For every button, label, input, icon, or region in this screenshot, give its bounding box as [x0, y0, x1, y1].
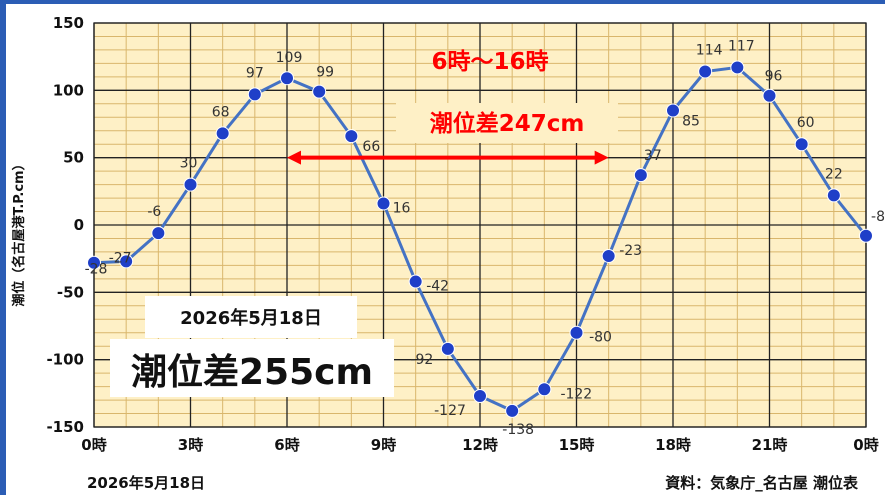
data-label: 66	[362, 139, 380, 155]
x-tick-label: 6時	[274, 436, 299, 454]
range-arrow-left-head	[287, 150, 301, 165]
data-point	[440, 341, 455, 356]
total-diff-box	[110, 339, 394, 397]
data-label: -28	[85, 262, 108, 278]
y-tick-label: 50	[63, 149, 84, 167]
data-label: -23	[619, 243, 642, 259]
x-tick-label: 3時	[178, 436, 203, 454]
x-tick-label: 0時	[853, 436, 878, 454]
data-point	[666, 103, 680, 118]
x-tick-label: 0時	[81, 436, 106, 454]
data-label: -127	[434, 403, 466, 419]
data-point	[537, 382, 552, 397]
data-point	[183, 177, 198, 192]
data-point	[215, 126, 230, 141]
footer-date: 2026年5月18日	[87, 474, 205, 492]
data-point	[826, 188, 841, 203]
data-label: -42	[426, 279, 449, 295]
data-label: 16	[393, 200, 411, 216]
range-diff-box	[396, 103, 618, 143]
data-point	[312, 84, 327, 99]
data-label: 109	[276, 50, 303, 66]
data-point	[151, 226, 166, 241]
data-point	[119, 254, 134, 269]
data-point	[376, 196, 391, 211]
data-label: -27	[109, 250, 132, 266]
data-point	[473, 389, 487, 404]
x-tick-label: 15時	[559, 436, 595, 454]
data-label: 60	[797, 115, 815, 131]
data-label: 114	[696, 42, 723, 58]
data-label: 117	[728, 38, 755, 54]
data-label: 37	[644, 148, 662, 164]
annotation-layer: 潮位（名古屋港T.P.cm） 6時〜16時 潮位差247cm 2026年5月18…	[11, 49, 859, 492]
source-credit: 資料：気象庁_名古屋 潮位表	[665, 474, 859, 492]
plot-border	[93, 22, 867, 428]
data-label: -80	[589, 330, 612, 346]
date-box	[145, 296, 357, 338]
data-label: 22	[825, 166, 843, 182]
data-label: 85	[682, 114, 700, 130]
data-point	[280, 71, 294, 86]
data-point	[794, 137, 809, 152]
data-label: -92	[410, 352, 433, 368]
range-arrow-right-head	[594, 150, 609, 165]
data-point	[247, 87, 262, 102]
y-tick-label: -100	[46, 351, 84, 369]
x-tick-label: 21時	[752, 436, 788, 454]
data-label: 68	[212, 104, 230, 120]
range-diff-text: 潮位差247cm	[430, 110, 585, 137]
data-point	[569, 325, 584, 340]
data-point	[859, 228, 873, 243]
x-tick-label: 12時	[462, 436, 498, 454]
y-axis-label: 潮位（名古屋港T.P.cm）	[11, 157, 27, 306]
date-box-text: 2026年5月18日	[180, 307, 322, 329]
data-label: -6	[147, 204, 161, 220]
y-tick-label: 150	[53, 14, 84, 32]
data-point	[408, 274, 423, 289]
data-label-layer: -28-27 -6 30 68 97 109 99 66 16 -42 -92 -127 -138 -12…	[85, 38, 885, 437]
data-point	[87, 255, 101, 270]
data-label: 30	[180, 156, 198, 172]
y-tick-label: 0	[74, 216, 84, 234]
data-label: 96	[765, 69, 783, 85]
data-point	[601, 248, 616, 263]
range-title: 6時〜16時	[431, 49, 548, 75]
data-point	[698, 64, 713, 79]
y-tick-label: -50	[57, 283, 84, 301]
data-point	[344, 129, 359, 144]
x-tick-label: 9時	[371, 436, 396, 454]
data-point	[633, 168, 648, 183]
data-label: 99	[316, 65, 334, 81]
data-label: -8	[871, 209, 885, 225]
data-point	[730, 60, 745, 75]
y-tick-label: -150	[46, 418, 84, 436]
y-tick-label: 100	[53, 81, 84, 99]
series-layer	[87, 60, 873, 418]
data-label: -122	[560, 386, 592, 402]
data-point	[762, 88, 777, 103]
data-point	[505, 403, 520, 418]
x-tick-label: 18時	[655, 436, 691, 454]
total-diff-text: 潮位差255cm	[131, 352, 373, 393]
data-label: -138	[502, 422, 534, 438]
data-label: 97	[246, 65, 264, 81]
